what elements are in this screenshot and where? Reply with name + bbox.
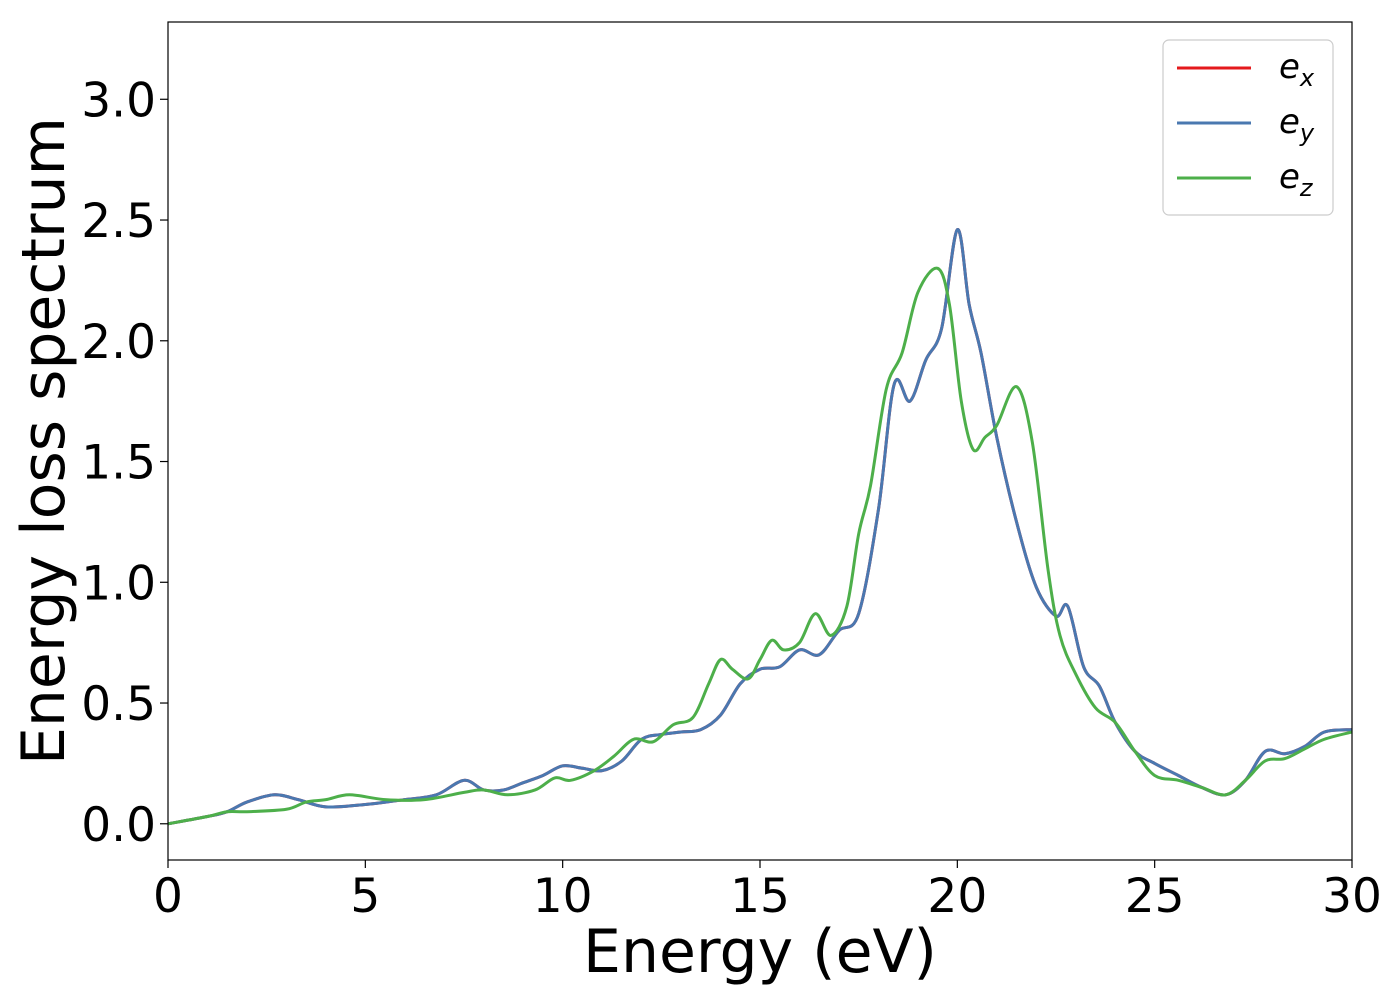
y-tick-label: 2.5 (81, 194, 156, 249)
legend-box (1162, 39, 1334, 216)
y-tick-label: 1.0 (81, 556, 156, 611)
y-tick-label: 2.0 (81, 315, 156, 370)
legend: ex ey ez (1162, 39, 1334, 216)
x-tick-label: 10 (533, 869, 593, 924)
legend-label-x: ex (1279, 47, 1315, 92)
x-tick-label: 25 (1125, 869, 1185, 924)
x-tick-label: 30 (1322, 869, 1382, 924)
legend-label-z: ez (1279, 157, 1314, 202)
x-tick-label: 15 (730, 869, 790, 924)
x-tick-label: 20 (927, 869, 987, 924)
legend-label-y: ey (1279, 102, 1315, 147)
series-line-x (168, 228, 1352, 826)
series-layer (168, 228, 1352, 826)
series-line-y (168, 228, 1352, 826)
x-tick-label: 0 (153, 869, 183, 924)
y-axis-title: Energy loss spectrum (9, 117, 79, 765)
series-line-z (168, 266, 1352, 826)
x-axis-title: Energy (eV) (583, 917, 937, 987)
y-tick-label: 1.5 (81, 436, 156, 491)
x-tick-label: 5 (350, 869, 380, 924)
y-tick-label: 0.0 (81, 798, 156, 853)
y-tick-label: 0.5 (81, 677, 156, 732)
y-tick-label: 3.0 (81, 73, 156, 128)
ticks-layer: 0 5 10 15 20 25 30 0.0 0.5 1.0 1.5 2.0 2.5 3.0 (81, 73, 1382, 924)
